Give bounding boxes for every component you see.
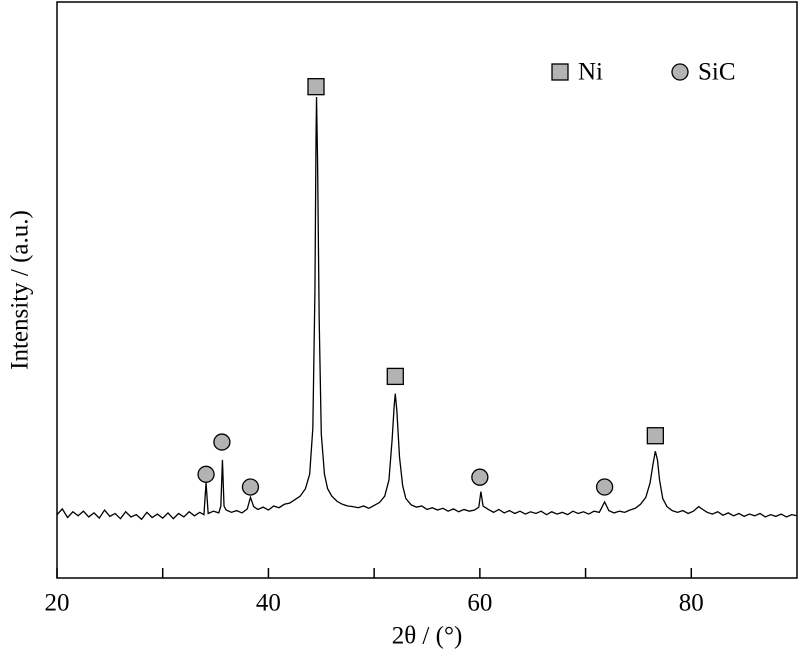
- phase-marker: [595, 478, 614, 496]
- x-tick-label: 20: [45, 590, 70, 617]
- phase-marker: [197, 465, 215, 483]
- y-axis-label: Intensity / (a.u.): [7, 210, 34, 370]
- x-axis-label: 2θ / (°): [392, 623, 463, 650]
- phase-marker: [307, 78, 325, 96]
- legend-label: Ni: [578, 59, 603, 86]
- legend-label: SiC: [698, 59, 736, 86]
- plot-frame: [56, 1, 798, 579]
- phase-marker: [213, 433, 231, 451]
- legend-symbol: [551, 63, 569, 81]
- phase-marker: [646, 427, 664, 445]
- x-tick-label: 40: [256, 590, 281, 617]
- x-tick-label: 60: [467, 590, 492, 617]
- x-tick-label: 80: [679, 590, 704, 617]
- xrd-pattern: [56, 97, 798, 521]
- phase-marker: [386, 367, 404, 386]
- legend-symbol: [671, 63, 689, 81]
- phase-marker: [241, 478, 260, 496]
- phase-marker: [471, 468, 489, 486]
